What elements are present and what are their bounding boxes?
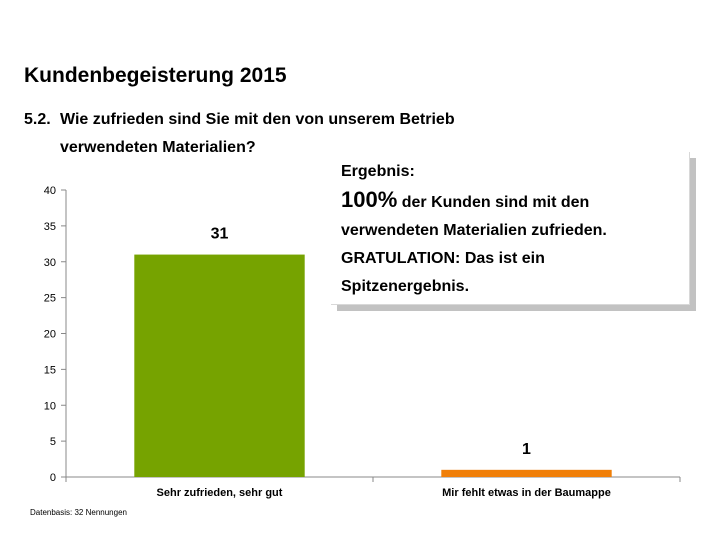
question-line-1: Wie zufrieden sind Sie mit den von unser…	[60, 111, 455, 128]
y-tick-label: 5	[50, 436, 56, 448]
question-line-2: verwendeten Materialien?	[60, 139, 256, 156]
y-tick-label: 0	[50, 472, 56, 484]
question-text: 5.2. Wie zufrieden sind Sie mit den von u…	[24, 106, 455, 162]
data-label: 31	[211, 226, 229, 243]
result-line-2: verwendeten Materialien zufrieden.	[341, 222, 607, 239]
y-tick-label: 25	[44, 293, 56, 305]
y-tick-label: 10	[44, 400, 56, 412]
result-percent: 100%	[341, 187, 398, 212]
result-text: Ergebnis: 100% der Kunden sind mit den v…	[341, 158, 607, 301]
x-category-label: Sehr zufrieden, sehr gut	[157, 487, 283, 499]
result-heading: Ergebnis:	[341, 163, 415, 180]
result-line-4: Spitzenergebnis.	[341, 278, 470, 295]
data-basis-note: Datenbasis: 32 Nennungen	[30, 508, 127, 517]
y-tick-label: 35	[44, 221, 56, 233]
x-category-label: Mir fehlt etwas in der Baumappe	[442, 487, 611, 499]
data-label: 1	[522, 441, 531, 458]
page-title: Kundenbegeisterung 2015	[24, 64, 287, 87]
y-tick-label: 20	[44, 329, 56, 341]
bar-chart: 0 5 10 15 20 25 30 35 40 31 Sehr zufrieden, sehr g…	[44, 185, 681, 499]
result-box: Ergebnis: 100% der Kunden sind mit den v…	[331, 152, 690, 305]
bar	[134, 254, 305, 477]
question-number: 5.2.	[24, 111, 51, 128]
result-line-1: der Kunden sind mit den	[401, 194, 590, 211]
y-tick-label: 40	[44, 185, 56, 197]
bar	[441, 469, 612, 477]
result-line-3: GRATULATION: Das ist ein	[341, 250, 545, 267]
y-tick-label: 30	[44, 257, 56, 269]
y-tick-label: 15	[44, 364, 56, 376]
